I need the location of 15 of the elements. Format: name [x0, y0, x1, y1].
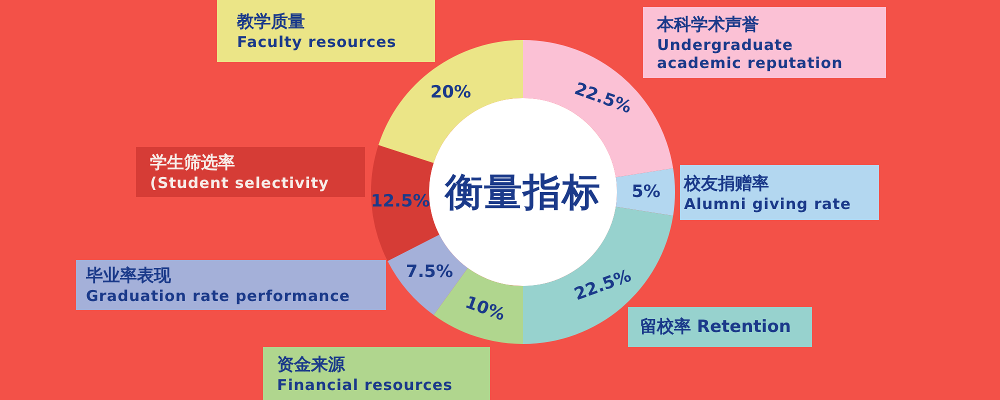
text: 衡量指标 [445, 168, 601, 216]
data-label: 5% [632, 182, 660, 202]
donut-slice [616, 168, 675, 216]
slice-label: 资金来源 Financial resources [277, 354, 454, 394]
slice-label: 教学质量 Faculty resources [237, 11, 398, 51]
data-label: 20% [430, 82, 472, 102]
slice-label: 校友捐赠率 Alumni giving rate [684, 172, 852, 212]
data-label: 7.5% [406, 262, 454, 282]
slice-label: 本科学术声誉 Undergraduate academic reputation [657, 14, 844, 72]
data-label: 12.5% [370, 192, 430, 212]
slice-label: 毕业率表现 Graduation rate performance [86, 265, 352, 305]
data-label: 10% [462, 292, 508, 326]
slice-label: 学生筛选率 (Student selectivity [150, 152, 330, 192]
slice-label: 留校率 Retention [640, 316, 792, 338]
donut-slice [371, 145, 440, 262]
